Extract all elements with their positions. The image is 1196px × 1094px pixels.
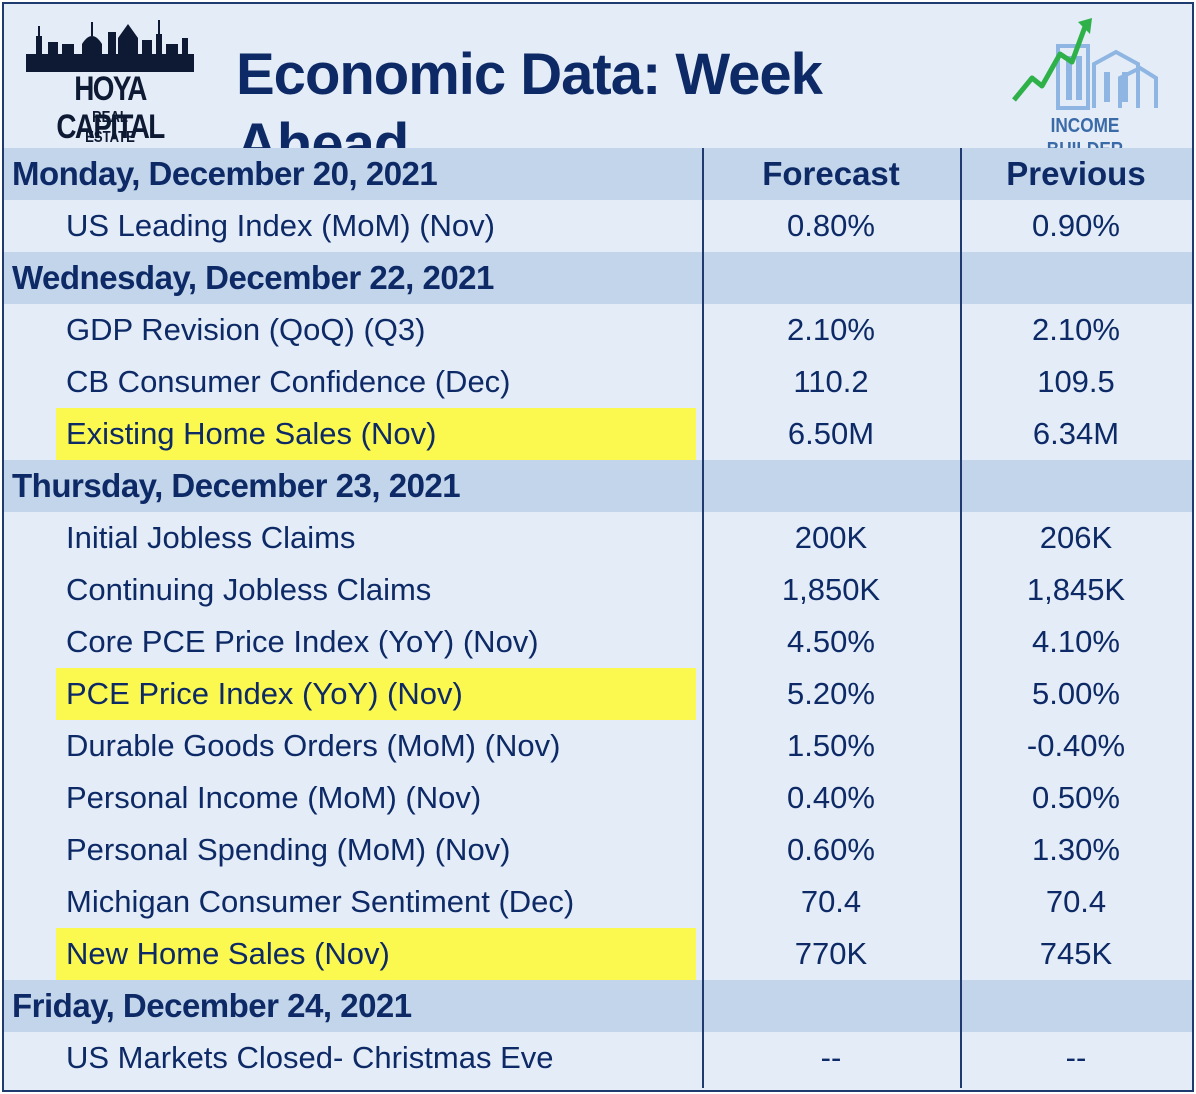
previous-value: 6.34M bbox=[1032, 416, 1120, 451]
previous-value: 1.30% bbox=[1032, 832, 1120, 867]
table-row: US Markets Closed- Christmas Eve -- -- bbox=[4, 1032, 1192, 1084]
table-row: Michigan Consumer Sentiment (Dec) 70.4 70.… bbox=[4, 876, 1192, 928]
forecast-value: 6.50M bbox=[787, 416, 875, 451]
page-title: Economic Data: Week Ahead bbox=[236, 42, 823, 177]
table-row: GDP Revision (QoQ) (Q3) 2.10% 2.10% bbox=[4, 304, 1192, 356]
day-label: Wednesday, December 22, 2021 bbox=[12, 259, 494, 296]
forecast-value: 200K bbox=[794, 520, 868, 555]
forecast-value: 1.50% bbox=[787, 728, 875, 763]
previous-value: 0.90% bbox=[1032, 208, 1120, 243]
header: HOYA CAPITAL REAL ESTATE Economic Data: … bbox=[4, 4, 1192, 177]
indicator-label: Personal Income (MoM) (Nov) bbox=[66, 780, 482, 815]
previous-value: 5.00% bbox=[1032, 676, 1120, 711]
indicator-label: PCE Price Index (YoY) (Nov) bbox=[56, 668, 696, 720]
previous-value: 2.10% bbox=[1032, 312, 1120, 347]
forecast-value: 4.50% bbox=[787, 624, 875, 659]
previous-value: 4.10% bbox=[1032, 624, 1120, 659]
rising-buildings-icon bbox=[1012, 18, 1158, 110]
previous-value: 70.4 bbox=[1045, 884, 1107, 919]
table-row: Continuing Jobless Claims 1,850K 1,845K bbox=[4, 564, 1192, 616]
indicator-label: GDP Revision (QoQ) (Q3) bbox=[66, 312, 426, 347]
day-header-row: Thursday, December 23, 2021 bbox=[4, 460, 1192, 512]
column-divider-forecast bbox=[702, 148, 704, 1088]
forecast-value: 0.80% bbox=[787, 208, 875, 243]
indicator-label: CB Consumer Confidence (Dec) bbox=[66, 364, 511, 399]
indicator-label: Initial Jobless Claims bbox=[66, 520, 356, 555]
table-row: PCE Price Index (YoY) (Nov) 5.20% 5.00% bbox=[4, 668, 1192, 720]
day-label: Friday, December 24, 2021 bbox=[12, 987, 412, 1024]
indicator-label: Michigan Consumer Sentiment (Dec) bbox=[66, 884, 575, 919]
day-header-row: Monday, December 20, 2021 Forecast Previou… bbox=[4, 148, 1192, 200]
table-row: Existing Home Sales (Nov) 6.50M 6.34M bbox=[4, 408, 1192, 460]
previous-column-header: Previous bbox=[1006, 155, 1146, 192]
day-header-row: Friday, December 24, 2021 bbox=[4, 980, 1192, 1032]
indicator-label: US Markets Closed- Christmas Eve bbox=[66, 1040, 554, 1075]
table-row: CB Consumer Confidence (Dec) 110.2 109.5 bbox=[4, 356, 1192, 408]
table-row: Core PCE Price Index (YoY) (Nov) 4.50% 4.1… bbox=[4, 616, 1192, 668]
table-row: Personal Income (MoM) (Nov) 0.40% 0.50% bbox=[4, 772, 1192, 824]
income-builder-logo: INCOME BUILDER bbox=[1010, 16, 1160, 161]
indicator-label: US Leading Index (MoM) (Nov) bbox=[66, 208, 495, 243]
hoya-capital-name: HOYA CAPITAL bbox=[56, 70, 165, 146]
forecast-value: 0.40% bbox=[787, 780, 875, 815]
forecast-value: 1,850K bbox=[781, 572, 881, 607]
forecast-column-header: Forecast bbox=[762, 155, 900, 192]
table-row: New Home Sales (Nov) 770K 745K bbox=[4, 928, 1192, 980]
indicator-label: Existing Home Sales (Nov) bbox=[56, 408, 696, 460]
indicator-label: New Home Sales (Nov) bbox=[56, 928, 696, 980]
previous-value: 0.50% bbox=[1032, 780, 1120, 815]
day-label: Thursday, December 23, 2021 bbox=[12, 467, 461, 504]
previous-value: 1,845K bbox=[1026, 572, 1126, 607]
forecast-value: 2.10% bbox=[787, 312, 875, 347]
economic-data-table: Monday, December 20, 2021 Forecast Previou… bbox=[4, 148, 1192, 1084]
previous-value: 109.5 bbox=[1037, 364, 1115, 399]
forecast-value: 70.4 bbox=[800, 884, 862, 919]
hoya-capital-logo: HOYA CAPITAL REAL ESTATE bbox=[22, 14, 198, 146]
forecast-value: 5.20% bbox=[787, 676, 875, 711]
hoya-capital-subname: REAL ESTATE bbox=[85, 109, 135, 146]
indicator-label: Durable Goods Orders (MoM) (Nov) bbox=[66, 728, 561, 763]
previous-value: -0.40% bbox=[1026, 728, 1126, 763]
previous-value: 745K bbox=[1039, 936, 1113, 971]
forecast-value: 0.60% bbox=[787, 832, 875, 867]
indicator-label: Personal Spending (MoM) (Nov) bbox=[66, 832, 511, 867]
table-row: Initial Jobless Claims 200K 206K bbox=[4, 512, 1192, 564]
forecast-value: -- bbox=[820, 1040, 842, 1075]
forecast-value: 110.2 bbox=[793, 364, 869, 399]
previous-value: 206K bbox=[1039, 520, 1113, 555]
day-label: Monday, December 20, 2021 bbox=[12, 155, 438, 192]
column-divider-previous bbox=[960, 148, 962, 1088]
indicator-label: Core PCE Price Index (YoY) (Nov) bbox=[66, 624, 539, 659]
day-header-row: Wednesday, December 22, 2021 bbox=[4, 252, 1192, 304]
indicator-label: Continuing Jobless Claims bbox=[66, 572, 432, 607]
skyline-icon bbox=[26, 20, 194, 72]
table-row: Durable Goods Orders (MoM) (Nov) 1.50% -0.… bbox=[4, 720, 1192, 772]
table-row: US Leading Index (MoM) (Nov) 0.80% 0.90% bbox=[4, 200, 1192, 252]
previous-value: -- bbox=[1065, 1040, 1087, 1075]
table-row: Personal Spending (MoM) (Nov) 0.60% 1.30% bbox=[4, 824, 1192, 876]
forecast-value: 770K bbox=[794, 936, 868, 971]
